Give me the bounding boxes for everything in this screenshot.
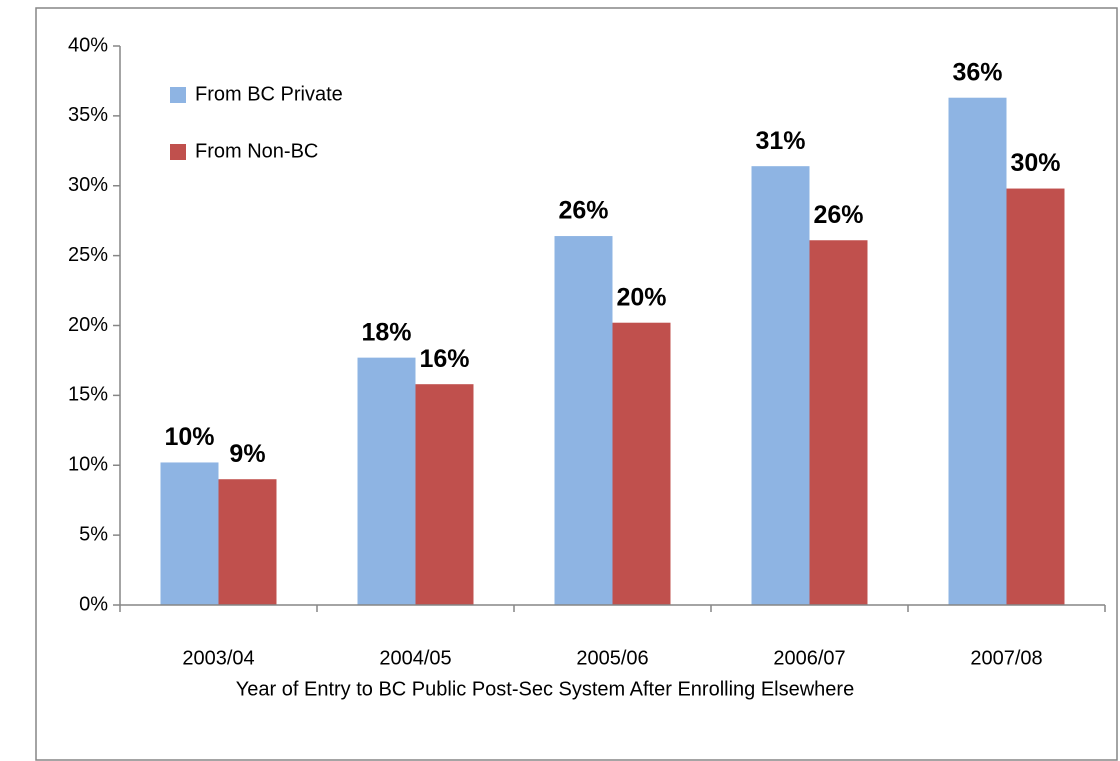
x-axis-title: Year of Entry to BC Public Post-Sec Syst… [236,678,854,700]
bar [1006,188,1065,606]
y-tick-label: 5% [79,523,108,545]
value-label: 30% [1010,149,1060,177]
y-tick-label: 25% [68,244,108,266]
value-label: 20% [616,283,666,311]
bar [160,462,219,605]
value-label: 10% [164,423,214,451]
value-label: 18% [361,318,411,346]
y-tick-label: 20% [68,314,108,336]
y-tick-label: 15% [68,384,108,406]
value-label: 16% [419,345,469,373]
legend-label: From Non-BC [195,140,318,162]
bar [554,236,613,605]
x-tick-label: 2005/06 [576,647,648,669]
x-tick-label: 2004/05 [379,647,451,669]
value-label: 26% [558,197,608,225]
legend-swatch [170,87,186,103]
y-tick-label: 35% [68,104,108,126]
legend-label: From BC Private [195,83,343,105]
y-tick-label: 10% [68,454,108,476]
x-tick-label: 2007/08 [970,647,1042,669]
value-label: 9% [229,440,265,468]
y-tick-label: 30% [68,174,108,196]
y-tick-label: 0% [79,593,108,615]
bar [415,384,474,605]
bar [751,166,810,605]
bar [218,479,277,605]
bar [612,322,671,605]
bar [357,357,416,605]
value-label: 31% [755,127,805,155]
bar [809,240,868,605]
legend-swatch [170,144,186,160]
value-label: 36% [952,58,1002,86]
value-label: 26% [813,201,863,229]
x-tick-label: 2006/07 [773,647,845,669]
y-tick-label: 40% [68,34,108,56]
x-tick-label: 2003/04 [182,647,254,669]
bar [948,97,1007,606]
